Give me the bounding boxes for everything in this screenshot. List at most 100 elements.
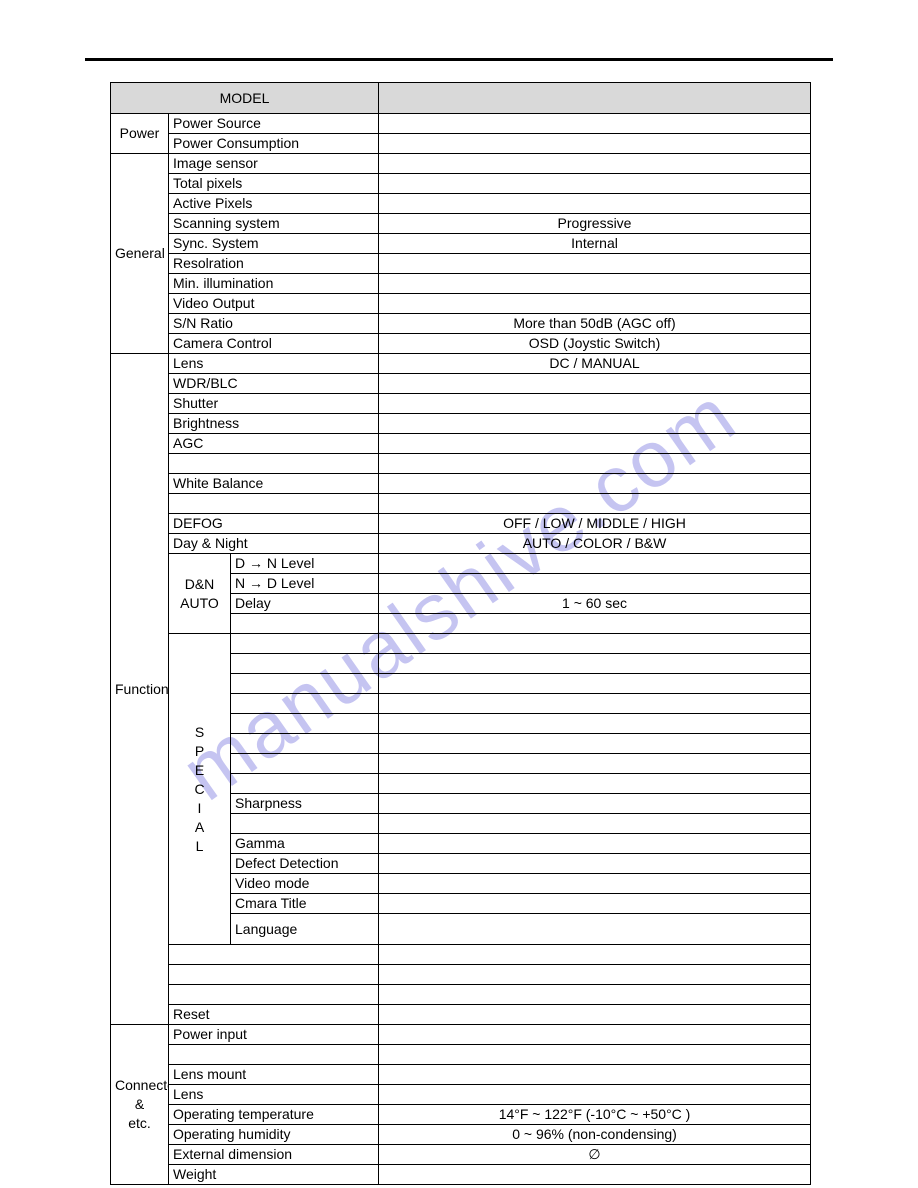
spec-label: Language	[231, 914, 379, 945]
spec-value	[379, 494, 811, 514]
spec-label	[231, 714, 379, 734]
spec-label: Active Pixels	[169, 194, 379, 214]
spec-table: MODEL Power Power Source Power Consumpti…	[110, 82, 811, 1185]
table-row: Reset	[111, 1005, 811, 1025]
spec-label: Shutter	[169, 394, 379, 414]
spec-label: Operating humidity	[169, 1125, 379, 1145]
spec-value	[379, 985, 811, 1005]
table-row: Sync. System Internal	[111, 234, 811, 254]
spec-value	[379, 254, 811, 274]
table-row: Power Consumption	[111, 134, 811, 154]
table-row: Shutter	[111, 394, 811, 414]
spec-label: Total pixels	[169, 174, 379, 194]
spec-label	[231, 774, 379, 794]
section-general: General	[111, 154, 169, 354]
table-row: Operating humidity 0 ~ 96% (non-condensi…	[111, 1125, 811, 1145]
spec-value	[379, 114, 811, 134]
top-rule	[85, 58, 833, 61]
spec-value	[379, 734, 811, 754]
spec-label: Video mode	[231, 874, 379, 894]
spec-value: AUTO / COLOR / B&W	[379, 534, 811, 554]
subsection-dn-auto: D&N AUTO	[169, 554, 231, 634]
table-row: D&N AUTO D → N Level	[111, 554, 811, 574]
table-row	[111, 494, 811, 514]
spec-label: Delay	[231, 594, 379, 614]
table-row: General Image sensor	[111, 154, 811, 174]
spec-value	[379, 1165, 811, 1185]
spec-label: Camera Control	[169, 334, 379, 354]
spec-value	[379, 794, 811, 814]
spec-value	[379, 154, 811, 174]
spec-label	[169, 1045, 379, 1065]
spec-label	[231, 694, 379, 714]
table-row: S/N Ratio More than 50dB (AGC off)	[111, 314, 811, 334]
spec-label: Resolration	[169, 254, 379, 274]
spec-label	[231, 614, 379, 634]
spec-value	[379, 694, 811, 714]
table-row: Day & Night AUTO / COLOR / B&W	[111, 534, 811, 554]
spec-label: DEFOG	[169, 514, 379, 534]
spec-value	[379, 474, 811, 494]
spec-value	[379, 965, 811, 985]
table-header-row: MODEL	[111, 83, 811, 114]
table-row: Function Lens DC / MANUAL	[111, 354, 811, 374]
table-row: Active Pixels	[111, 194, 811, 214]
spec-label: D → N Level	[231, 554, 379, 574]
spec-value: More than 50dB (AGC off)	[379, 314, 811, 334]
table-row: Weight	[111, 1165, 811, 1185]
spec-value	[379, 134, 811, 154]
table-row: Camera Control OSD (Joystic Switch)	[111, 334, 811, 354]
spec-label	[231, 814, 379, 834]
header-model: MODEL	[111, 83, 379, 114]
table-row: External dimension ∅	[111, 1145, 811, 1165]
spec-label: Image sensor	[169, 154, 379, 174]
spec-value	[379, 674, 811, 694]
spec-value	[379, 374, 811, 394]
spec-label: Lens mount	[169, 1065, 379, 1085]
table-row: Connector & etc. Power input	[111, 1025, 811, 1045]
spec-label	[169, 985, 379, 1005]
table-row: Operating temperature 14°F ~ 122°F (-10°…	[111, 1105, 811, 1125]
spec-value	[379, 814, 811, 834]
spec-label	[231, 654, 379, 674]
subsection-special: S P E C I A L	[169, 634, 231, 945]
spec-label: Gamma	[231, 834, 379, 854]
spec-label: External dimension	[169, 1145, 379, 1165]
table-row: AGC	[111, 434, 811, 454]
spec-label	[231, 754, 379, 774]
spec-value	[379, 554, 811, 574]
spec-value: 1 ~ 60 sec	[379, 594, 811, 614]
spec-value	[379, 274, 811, 294]
spec-label: Cmara Title	[231, 894, 379, 914]
table-row	[111, 965, 811, 985]
table-row: Resolration	[111, 254, 811, 274]
spec-label: Operating temperature	[169, 1105, 379, 1125]
table-row: Video Output	[111, 294, 811, 314]
spec-label: Power input	[169, 1025, 379, 1045]
section-power: Power	[111, 114, 169, 154]
spec-value	[379, 194, 811, 214]
spec-value	[379, 945, 811, 965]
spec-label: White Balance	[169, 474, 379, 494]
spec-label	[231, 674, 379, 694]
spec-label: Lens	[169, 1085, 379, 1105]
spec-label	[231, 734, 379, 754]
table-row: Power Power Source	[111, 114, 811, 134]
spec-label: Reset	[169, 1005, 379, 1025]
spec-value	[379, 714, 811, 734]
spec-label: Scanning system	[169, 214, 379, 234]
spec-label	[169, 454, 379, 474]
spec-label	[169, 965, 379, 985]
spec-value	[379, 1085, 811, 1105]
spec-value	[379, 1025, 811, 1045]
spec-value	[379, 754, 811, 774]
table-row	[111, 454, 811, 474]
spec-value	[379, 774, 811, 794]
table-row	[111, 945, 811, 965]
spec-label: AGC	[169, 434, 379, 454]
spec-value	[379, 634, 811, 654]
spec-value	[379, 434, 811, 454]
spec-value: 0 ~ 96% (non-condensing)	[379, 1125, 811, 1145]
spec-label	[169, 945, 379, 965]
spec-value	[379, 294, 811, 314]
